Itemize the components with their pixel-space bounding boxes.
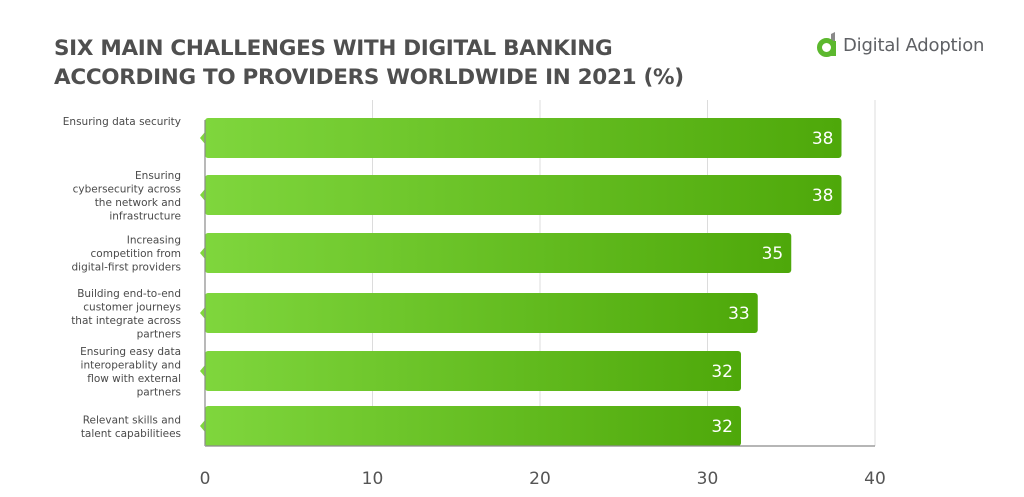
bar-1 (205, 175, 842, 215)
x-tick-label-30: 30 (697, 469, 719, 489)
category-label-2: Increasing competition from digital-first … (72, 235, 182, 274)
category-label-line: that integrate across (71, 315, 181, 327)
bars: 38 38 35 33 32 32 (200, 118, 842, 446)
x-tick-label-10: 10 (362, 469, 384, 489)
category-label-line: Increasing (127, 235, 181, 247)
value-label-2: 35 (762, 244, 784, 264)
x-tick-label-20: 20 (529, 469, 551, 489)
category-label-line: Ensuring data security (63, 116, 181, 128)
category-label-line: cybersecurity across (73, 183, 181, 195)
x-tick-labels: 0 10 20 30 40 (200, 469, 886, 489)
bar-3 (205, 293, 758, 333)
value-label-1: 38 (812, 186, 834, 206)
value-label-4: 32 (711, 362, 733, 382)
bar-pointer-2 (200, 247, 205, 259)
bar-pointer-1 (200, 189, 205, 201)
category-label-line: flow with external (87, 373, 181, 385)
value-label-5: 32 (711, 417, 733, 437)
chart-title-line-1: SIX MAIN CHALLENGES WITH DIGITAL BANKING (54, 36, 613, 61)
category-label-5: Relevant skills and talent capabilitiees (81, 414, 181, 440)
category-label-line: partners (137, 328, 181, 340)
value-label-3: 33 (728, 304, 750, 324)
value-label-0: 38 (812, 129, 834, 149)
category-label-3: Building end-to-end customer journeys that… (71, 288, 181, 341)
category-label-line: digital-first providers (72, 262, 182, 274)
category-label-line: infrastructure (109, 210, 181, 222)
category-label-line: customer journeys (83, 301, 181, 313)
logo-text: Digital Adoption (843, 34, 985, 56)
x-tick-label-40: 40 (864, 469, 886, 489)
category-label-line: partners (137, 386, 181, 398)
category-label-line: competition from (91, 248, 181, 260)
category-label-line: talent capabilitiees (81, 428, 181, 440)
category-label-line: the network and (95, 197, 181, 209)
category-label-line: interoperablity and (81, 359, 181, 371)
category-label-line: Ensuring (135, 170, 181, 182)
digital-adoption-logo: Digital Adoption (816, 32, 984, 58)
bar-pointer-4 (200, 365, 205, 377)
bar-2 (205, 233, 792, 273)
category-label-line: Relevant skills and (83, 414, 181, 426)
bar-5 (205, 406, 741, 446)
axes (204, 120, 875, 447)
digital-adoption-logo-icon (817, 32, 836, 57)
bar-pointer-0 (200, 132, 205, 144)
x-tick-label-0: 0 (200, 469, 211, 489)
chart-title: SIX MAIN CHALLENGES WITH DIGITAL BANKING… (54, 34, 684, 92)
category-label-0: Ensuring data security (63, 116, 181, 128)
bar-0 (205, 118, 842, 158)
bar-pointer-5 (200, 420, 205, 432)
category-label-4: Ensuring easy data interoperablity and flo… (80, 346, 181, 399)
category-label-line: Building end-to-end (77, 288, 181, 300)
category-label-1: Ensuring cybersecurity across the network … (73, 170, 181, 223)
chart-title-line-2: ACCORDING TO PROVIDERS WORLDWIDE IN 2021… (54, 65, 684, 90)
bar-4 (205, 351, 741, 391)
category-label-line: Ensuring easy data (80, 346, 181, 358)
category-labels: Ensuring data security Ensuring cybersecur… (63, 116, 181, 440)
bar-pointer-3 (200, 307, 205, 319)
